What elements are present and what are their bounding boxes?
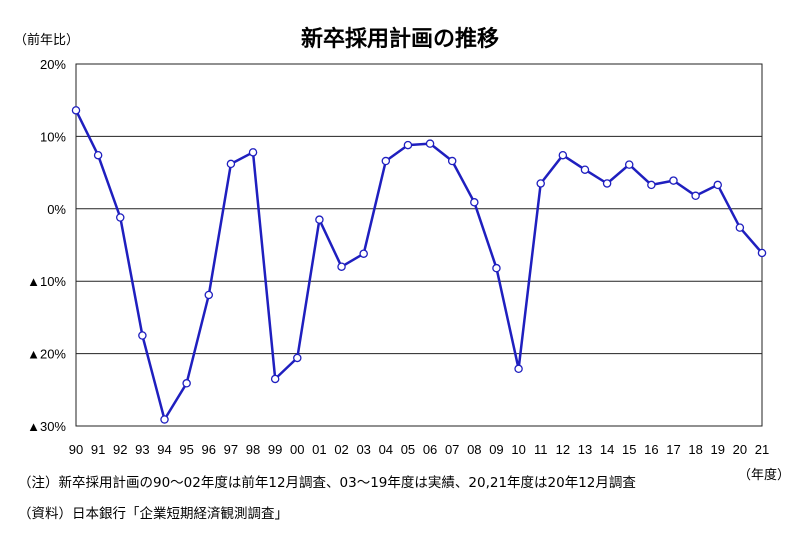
data-point (160, 415, 169, 424)
data-point (315, 215, 324, 224)
x-axis-label: （年度） (738, 467, 790, 483)
y-tick-label: 0% (47, 202, 66, 217)
data-point (204, 290, 214, 300)
x-tick-label: 08 (467, 442, 481, 457)
data-point (270, 374, 280, 384)
data-point (226, 159, 236, 169)
x-tick-label: 00 (290, 442, 304, 457)
data-point (647, 180, 656, 190)
x-tick-label: 18 (688, 442, 702, 457)
y-tick-label: ▲20% (27, 347, 66, 362)
y-tick-label: 10% (40, 129, 66, 144)
x-tick-label: 95 (179, 442, 193, 457)
data-point (558, 150, 568, 160)
data-point (735, 223, 745, 232)
data-point (470, 198, 479, 207)
y-tick-label: ▲10% (27, 274, 66, 289)
data-point (580, 165, 590, 174)
data-point (713, 180, 722, 190)
x-tick-labels: 90 91 92 93 94 95 96 97 98 99 00 01 02 03 04 05 06 07 08 09… (69, 442, 769, 457)
gridlines (76, 135, 762, 355)
source-note: （資料）日本銀行「企業短期経済観測調査」 (18, 506, 288, 522)
x-tick-label: 03 (356, 442, 370, 457)
x-tick-label: 09 (489, 442, 503, 457)
y-tick-label: ▲30% (27, 419, 66, 434)
y-axis-label: （前年比） (14, 32, 79, 48)
data-point (602, 179, 612, 188)
data-point (757, 248, 767, 258)
x-tick-label: 98 (246, 442, 260, 457)
data-point (624, 160, 634, 169)
x-tick-label: 11 (534, 442, 548, 457)
x-tick-label: 10 (511, 442, 525, 457)
data-point (248, 148, 258, 157)
x-tick-label: 06 (423, 442, 437, 457)
data-point (116, 213, 125, 222)
plot-area (75, 63, 763, 427)
data-point (337, 262, 346, 271)
x-tick-label: 21 (755, 442, 769, 457)
x-tick-label: 93 (135, 442, 149, 457)
data-point (492, 263, 501, 273)
data-point (138, 331, 147, 340)
x-tick-label: 97 (224, 442, 238, 457)
data-point (381, 156, 391, 166)
x-tick-label: 15 (622, 442, 636, 457)
x-tick-label: 19 (711, 442, 725, 457)
x-tick-label: 91 (91, 442, 105, 457)
x-tick-label: 07 (445, 442, 459, 457)
data-point (182, 379, 191, 388)
x-tick-label: 14 (600, 442, 614, 457)
x-tick-label: 92 (113, 442, 127, 457)
x-tick-label: 90 (69, 442, 83, 457)
x-tick-label: 99 (268, 442, 282, 457)
y-tick-label: 20% (40, 57, 66, 72)
footnote: （注）新卒採用計画の90～02年度は前年12月調査、03～19年度は実績、20,… (18, 475, 636, 491)
x-tick-label: 13 (578, 442, 592, 457)
data-point (447, 156, 457, 166)
data-point (669, 176, 678, 185)
series-line (74, 109, 763, 421)
data-point (514, 364, 523, 374)
x-tick-label: 05 (401, 442, 415, 457)
data-point (93, 150, 103, 160)
chart-title: 新卒採用計画の推移 (301, 26, 499, 52)
x-tick-label: 04 (379, 442, 393, 457)
y-tick-labels: 20% 10% 0% ▲10% ▲20% ▲30% (27, 57, 66, 434)
data-point (425, 139, 435, 148)
x-tick-label: 94 (157, 442, 171, 457)
data-point (536, 179, 545, 188)
data-point (293, 353, 302, 363)
x-tick-label: 17 (666, 442, 680, 457)
x-tick-label: 16 (644, 442, 658, 457)
x-tick-label: 12 (556, 442, 570, 457)
x-tick-label: 02 (334, 442, 348, 457)
data-point (71, 106, 81, 115)
x-tick-label: 20 (733, 442, 747, 457)
data-point (359, 249, 368, 258)
data-point (403, 140, 413, 150)
x-tick-label: 96 (202, 442, 216, 457)
series-group (71, 106, 767, 424)
data-point (691, 191, 700, 201)
x-tick-label: 01 (312, 442, 326, 457)
